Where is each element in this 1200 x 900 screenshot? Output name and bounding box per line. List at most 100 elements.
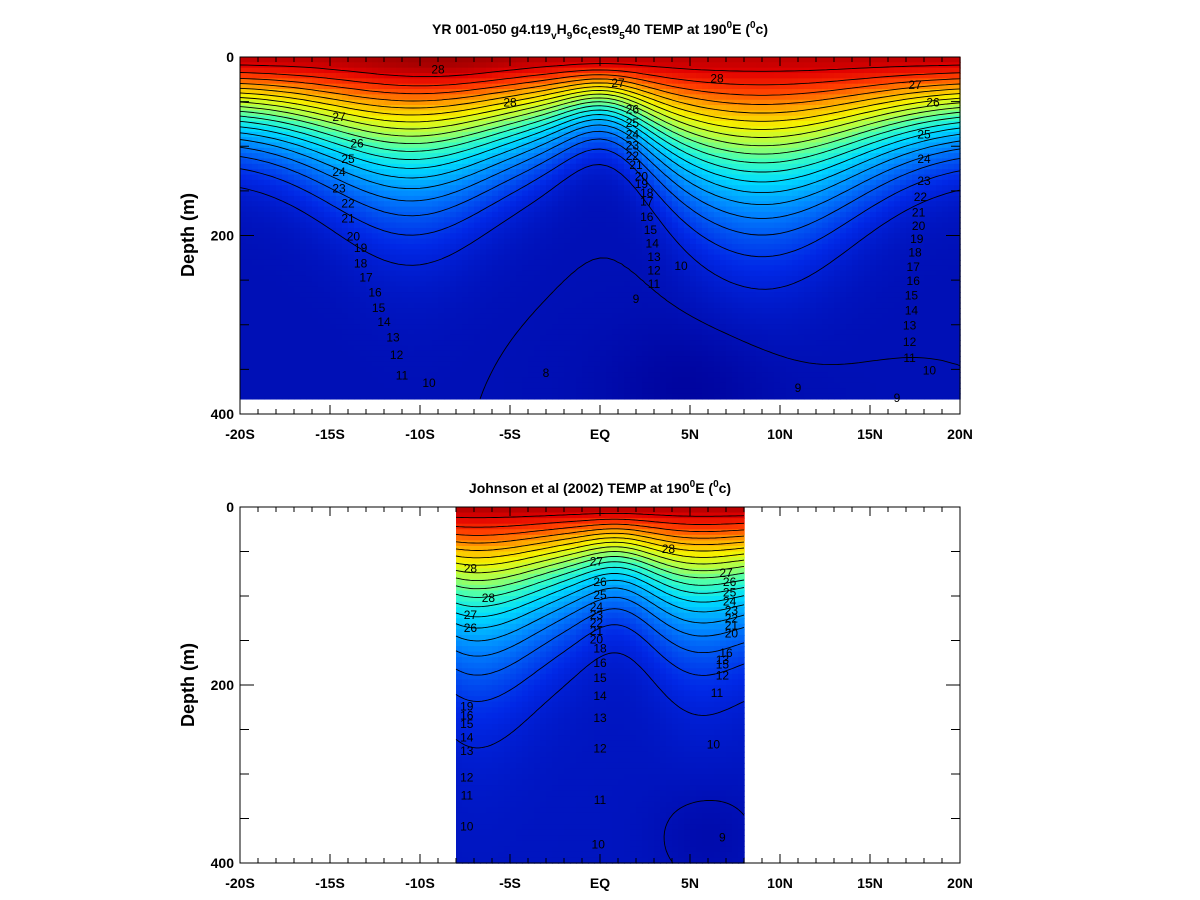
field-cell xyxy=(372,302,379,309)
field-cell xyxy=(330,292,337,299)
field-cell xyxy=(306,292,313,299)
field-cell xyxy=(486,382,493,389)
field-cell xyxy=(528,281,535,288)
field-cell xyxy=(606,366,613,373)
field-cell xyxy=(288,67,295,74)
field-cell xyxy=(354,217,361,224)
field-cell xyxy=(642,73,649,80)
field-cell xyxy=(684,340,691,347)
field-cell xyxy=(384,243,391,250)
field-cell xyxy=(396,372,403,379)
field-cell xyxy=(402,222,409,229)
field-cell xyxy=(318,313,325,320)
field-cell xyxy=(606,318,613,325)
field-cell xyxy=(414,254,421,261)
field-cell xyxy=(504,179,511,186)
field-cell xyxy=(462,329,469,336)
field-cell xyxy=(690,163,697,170)
field-cell xyxy=(438,217,445,224)
field-cell xyxy=(540,211,547,218)
field-cell xyxy=(264,206,271,213)
field-cell xyxy=(426,340,433,347)
field-cell xyxy=(462,153,469,160)
field-cell xyxy=(252,83,259,90)
field-cell xyxy=(678,238,685,245)
field-cell xyxy=(498,313,505,320)
field-cell xyxy=(390,286,397,293)
field-cell xyxy=(384,121,391,128)
field-cell xyxy=(252,366,259,373)
field-cell xyxy=(438,137,445,144)
field-cell xyxy=(564,356,571,363)
field-cell xyxy=(678,372,685,379)
field-cell xyxy=(630,382,637,389)
field-cell xyxy=(270,163,277,170)
field-cell xyxy=(504,361,511,368)
field-cell xyxy=(492,110,499,117)
field-cell xyxy=(366,286,373,293)
field-cell xyxy=(624,340,631,347)
field-cell xyxy=(498,233,505,240)
field-cell xyxy=(606,217,613,224)
field-cell xyxy=(276,345,283,352)
field-cell xyxy=(282,275,289,283)
field-cell xyxy=(534,340,541,347)
field-cell xyxy=(336,393,343,400)
field-cell xyxy=(570,211,577,218)
field-cell xyxy=(384,201,391,208)
field-cell xyxy=(474,366,481,373)
field-cell xyxy=(618,147,625,154)
field-cell xyxy=(558,286,565,293)
field-cell xyxy=(606,324,613,331)
field-cell xyxy=(360,281,367,288)
field-cell xyxy=(318,361,325,368)
field-cell xyxy=(444,163,451,170)
field-cell xyxy=(240,158,247,165)
field-cell xyxy=(384,147,391,154)
field-cell xyxy=(666,340,673,347)
field-cell xyxy=(612,377,619,384)
field-cell xyxy=(348,174,355,181)
field-cell xyxy=(516,179,523,186)
field-cell xyxy=(594,324,601,331)
field-cell xyxy=(360,105,367,112)
field-cell xyxy=(444,270,451,277)
field-cell xyxy=(390,131,397,138)
field-cell xyxy=(300,62,307,69)
field-cell xyxy=(312,243,319,250)
field-cell xyxy=(660,83,667,90)
field-cell xyxy=(258,275,265,283)
field-cell xyxy=(552,361,559,368)
field-cell xyxy=(504,195,511,202)
field-cell xyxy=(414,126,421,133)
field-cell xyxy=(300,201,307,208)
field-cell xyxy=(702,99,709,106)
field-cell xyxy=(276,121,283,128)
field-cell xyxy=(576,179,583,186)
field-cell xyxy=(426,131,433,138)
field-cell xyxy=(540,270,547,277)
field-cell xyxy=(246,329,253,336)
field-cell xyxy=(438,195,445,202)
field-cell xyxy=(600,62,607,69)
field-cell xyxy=(324,361,331,368)
field-cell xyxy=(660,195,667,202)
field-cell xyxy=(264,137,271,144)
field-cell xyxy=(522,366,529,373)
field-cell xyxy=(432,393,439,400)
field-cell xyxy=(294,308,301,315)
field-cell xyxy=(318,372,325,379)
field-cell xyxy=(654,254,661,261)
field-cell xyxy=(612,318,619,325)
field-cell xyxy=(444,308,451,315)
field-cell xyxy=(498,345,505,352)
field-cell xyxy=(588,174,595,181)
field-cell xyxy=(342,340,349,347)
field-cell xyxy=(426,179,433,186)
field-cell xyxy=(252,57,259,64)
field-cell xyxy=(438,185,445,192)
field-cell xyxy=(606,329,613,336)
field-cell xyxy=(636,99,643,106)
field-cell xyxy=(246,382,253,389)
field-cell xyxy=(408,169,415,176)
